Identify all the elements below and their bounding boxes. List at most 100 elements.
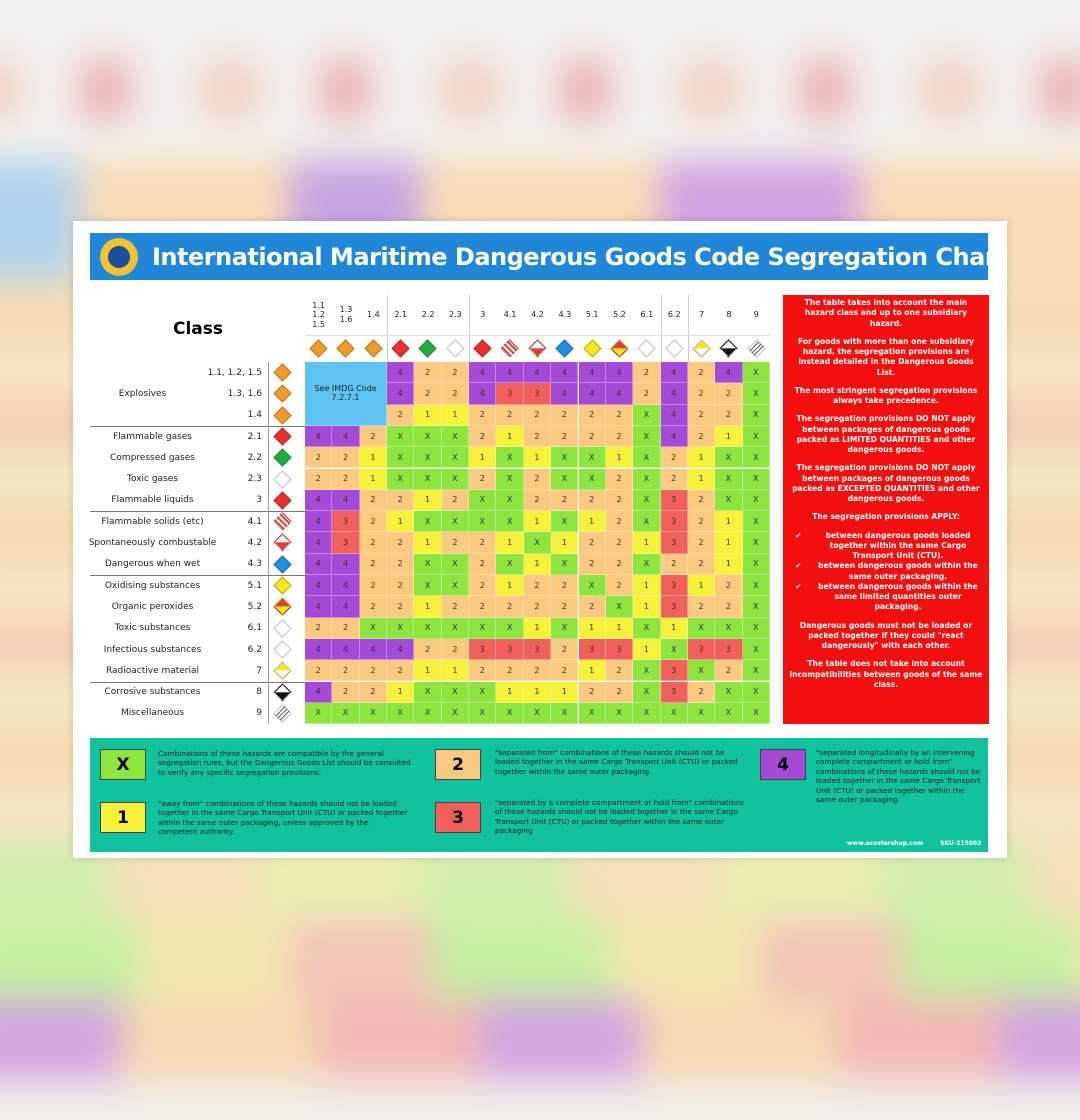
table-cell: X <box>742 596 770 618</box>
table-cell: X <box>660 638 688 661</box>
column-header: 7 <box>699 310 705 320</box>
table-cell: X <box>578 575 606 597</box>
table-cell: X <box>414 553 442 575</box>
table-cell: X <box>687 617 716 639</box>
table-cell: 4 <box>605 383 634 405</box>
row-label: Flammable solids (etc) <box>101 516 204 527</box>
table-cell: 2 <box>660 447 688 469</box>
flame-white-red-icon <box>528 339 547 358</box>
table-cell: 2 <box>387 660 415 682</box>
row-label: Toxic substances <box>114 623 191 634</box>
table-cell: 2 <box>332 617 360 639</box>
table-cell: X <box>633 468 661 490</box>
table-cell: 3 <box>660 511 688 533</box>
table-cell: 4 <box>305 425 333 448</box>
table-cell: 2 <box>605 511 634 533</box>
table-cell: 1 <box>633 532 661 554</box>
row-label: Corrosive substances <box>104 687 201 698</box>
table-cell: X <box>715 702 743 725</box>
legend-text-4: "separated longitudinally by an interven… <box>816 748 981 805</box>
row-class: 8 <box>256 687 262 698</box>
table-cell: 2 <box>687 511 716 533</box>
table-cell: X <box>441 575 470 597</box>
table-cell: X <box>742 362 770 384</box>
table-cell: 2 <box>687 489 716 512</box>
skull-white-icon <box>273 618 292 638</box>
table-cell: X <box>633 681 661 703</box>
table-cell: 2 <box>332 468 360 490</box>
row-class: 6.2 <box>247 644 262 655</box>
table-cell: 4 <box>305 553 333 575</box>
flame-red-icon <box>391 339 410 358</box>
table-cell: X <box>387 702 415 725</box>
oxidizer-yellow-icon <box>582 339 602 358</box>
table-cell: 1 <box>359 447 388 469</box>
row-class: 9 <box>256 708 262 719</box>
row-class: 5.1 <box>247 580 262 591</box>
table-cell: X <box>687 660 716 682</box>
gas-cylinder-green-icon <box>418 339 438 358</box>
table-cell: X <box>551 447 579 469</box>
table-cell: 3 <box>496 638 524 661</box>
legend-swatch-2: 2 <box>435 749 481 780</box>
table-cell: 1 <box>387 511 415 533</box>
row-class: 4.1 <box>247 516 262 527</box>
apply-list: between dangerous goods loaded together … <box>789 531 983 613</box>
column-header: 1.3 1.6 <box>339 305 353 324</box>
table-cell: 4 <box>305 532 333 554</box>
table-cell: 4 <box>660 383 688 405</box>
table-cell: X <box>578 468 606 490</box>
table-cell: 4 <box>359 638 388 661</box>
table-cell: 4 <box>660 425 688 448</box>
table-cell: 4 <box>469 383 497 405</box>
table-cell: X <box>551 702 579 725</box>
legend-swatch-1: 1 <box>100 802 146 833</box>
table-cell: X <box>332 702 360 725</box>
table-cell: 2 <box>441 532 470 554</box>
table-cell: 4 <box>305 489 333 512</box>
table-cell: 2 <box>359 660 388 682</box>
table-cell: 1 <box>523 681 552 703</box>
row-class: 5.2 <box>247 601 262 612</box>
table-cell: X <box>441 425 470 448</box>
table-cell: X <box>551 468 579 490</box>
table-cell: 2 <box>715 660 743 682</box>
flame-blue-icon <box>555 339 574 358</box>
group-divider <box>90 425 305 427</box>
table-cell: 4 <box>305 638 333 661</box>
table-cell: 4 <box>332 638 360 661</box>
table-cell: X <box>715 447 743 469</box>
flame-blue-icon <box>273 554 292 574</box>
misc-stripes-icon <box>746 339 766 358</box>
table-cell: 2 <box>715 383 743 405</box>
table-cell: 2 <box>551 660 579 682</box>
table-cell: 2 <box>387 575 415 597</box>
table-cell: 2 <box>660 468 688 490</box>
table-cell: 1 <box>469 447 497 469</box>
note-text: The segregation provisions DO NOT apply … <box>796 414 976 454</box>
table-cell: X <box>742 404 770 426</box>
flame-red-icon <box>273 427 292 446</box>
table-cell: 2 <box>660 553 688 575</box>
website-url: www.ecostershop.com <box>847 840 924 847</box>
row-label: Spontaneously combustable <box>88 538 217 549</box>
column-header: 9 <box>753 310 759 320</box>
table-cell: 3 <box>332 532 360 554</box>
table-cell: X <box>414 511 442 533</box>
table-cell: 4 <box>715 362 743 384</box>
row-class: 6.1 <box>247 623 262 634</box>
table-cell: 2 <box>523 660 552 682</box>
explosive-orange-icon <box>363 339 383 358</box>
table-cell: X <box>441 447 470 469</box>
table-cell: 4 <box>332 489 360 512</box>
table-cell: X <box>305 702 333 725</box>
table-cell: X <box>742 617 770 639</box>
table-cell: 4 <box>523 362 552 384</box>
radioactive-yellow-icon <box>273 661 292 680</box>
table-cell: 1 <box>605 617 634 639</box>
column-header: 2.3 <box>449 310 462 320</box>
table-cell: X <box>633 553 661 575</box>
column-header: 4.3 <box>558 310 572 320</box>
note-text: The table takes into account the main ha… <box>804 298 968 328</box>
table-cell: X <box>742 511 770 533</box>
